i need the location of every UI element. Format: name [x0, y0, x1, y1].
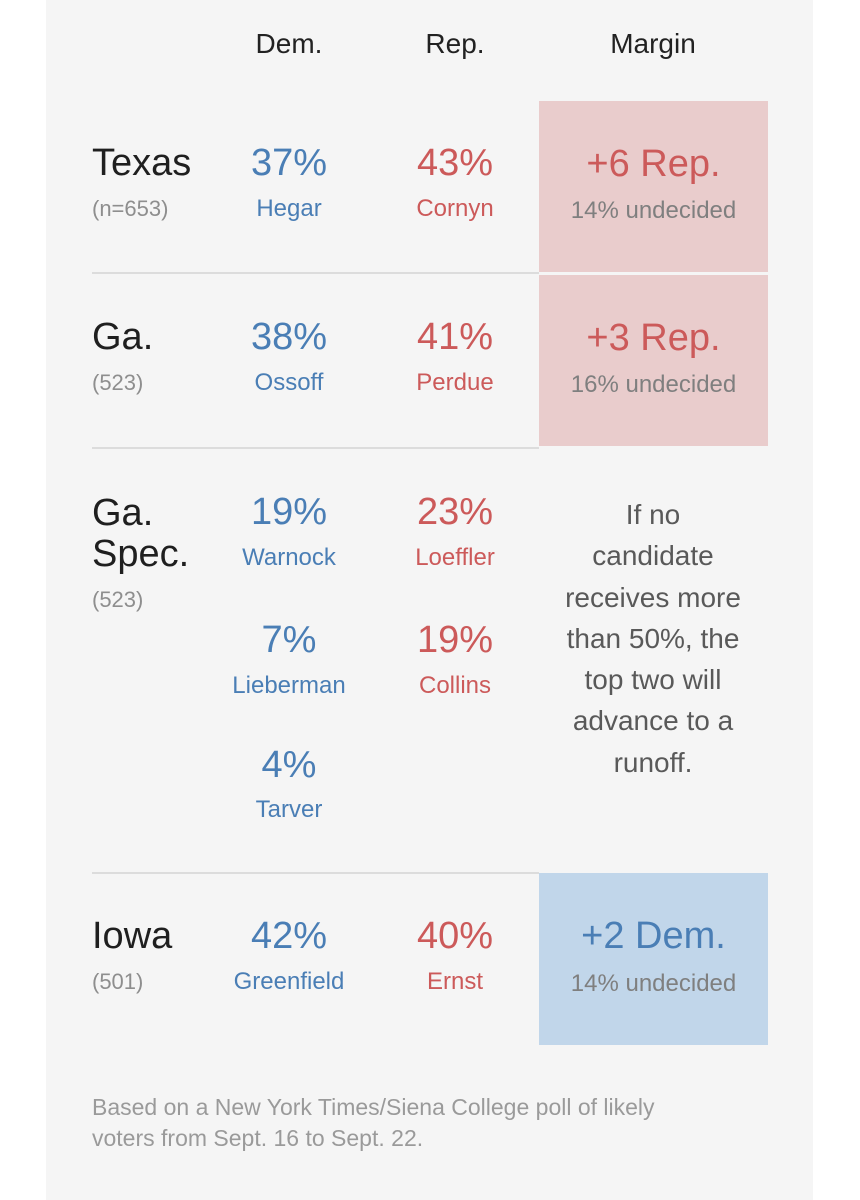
dem-pct: 38% — [250, 316, 328, 358]
runoff-note: If no candidate receives more than 50%, … — [565, 499, 741, 778]
dem-candidate: Tarver — [255, 796, 323, 823]
header-margin: Margin — [610, 28, 696, 59]
dem-candidate: Ossoff — [254, 369, 324, 396]
rep-pct: 19% — [416, 619, 494, 661]
margin-value: +3 Rep. — [586, 317, 721, 359]
dem-candidate: Warnock — [242, 544, 336, 571]
rep-pct: 41% — [416, 316, 494, 358]
dem-pct: 7% — [261, 619, 317, 661]
rep-candidate: Cornyn — [416, 195, 494, 222]
row-divider — [92, 272, 539, 274]
undecided-text: 14% undecided — [570, 970, 737, 997]
margin-box-iowa: +2 Dem. 14% undecided — [539, 873, 768, 1045]
state-label-line1: Ga. — [92, 492, 154, 534]
sample-size: (523) — [92, 370, 144, 395]
header-rep: Rep. — [425, 28, 485, 59]
dem-candidate: Lieberman — [232, 672, 346, 699]
state-label: Texas — [92, 142, 192, 184]
dem-pct: 42% — [250, 915, 328, 957]
state-label-line2: Spec. — [92, 533, 190, 575]
rep-candidate: Ernst — [426, 968, 483, 995]
row-divider — [92, 447, 539, 449]
rep-candidate: Loeffler — [415, 544, 495, 571]
margin-box-texas: +6 Rep. 14% undecided — [539, 101, 768, 272]
row-divider — [92, 872, 539, 874]
state-label: Iowa — [92, 915, 173, 957]
dem-candidate: Hegar — [256, 195, 322, 222]
undecided-text: 16% undecided — [570, 371, 737, 398]
rep-pct: 40% — [416, 915, 494, 957]
sample-size: (523) — [92, 587, 144, 612]
sample-size: (501) — [92, 969, 144, 994]
dem-candidate: Greenfield — [233, 968, 345, 995]
rep-pct: 43% — [416, 142, 494, 184]
state-label: Ga. — [92, 316, 154, 358]
margin-value: +6 Rep. — [586, 143, 721, 185]
sample-size: (n=653) — [92, 196, 169, 221]
undecided-text: 14% undecided — [570, 197, 737, 224]
rep-candidate: Perdue — [416, 369, 494, 396]
margin-box-ga: +3 Rep. 16% undecided — [539, 275, 768, 446]
source-note: Based on a New York Times/Siena College … — [92, 1094, 655, 1151]
rep-candidate: Collins — [418, 672, 492, 699]
dem-pct: 19% — [250, 491, 328, 533]
rep-pct: 23% — [416, 491, 494, 533]
header-dem: Dem. — [255, 28, 323, 59]
dem-pct: 4% — [261, 744, 317, 786]
margin-value: +2 Dem. — [581, 915, 726, 957]
dem-pct: 37% — [250, 142, 328, 184]
